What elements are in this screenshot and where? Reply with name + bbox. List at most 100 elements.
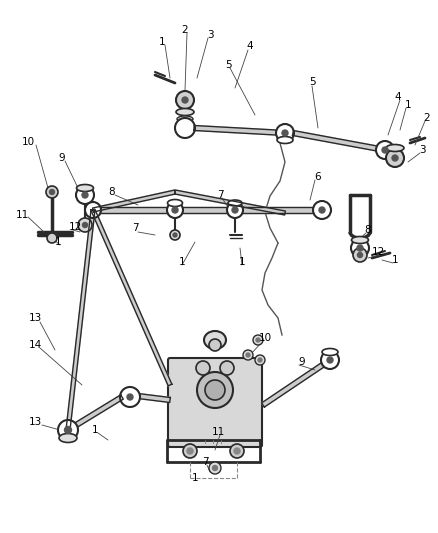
Ellipse shape bbox=[177, 116, 193, 122]
Text: 1: 1 bbox=[92, 425, 98, 435]
Text: 1: 1 bbox=[192, 473, 198, 483]
Text: 7: 7 bbox=[217, 190, 223, 200]
Ellipse shape bbox=[386, 144, 404, 151]
Ellipse shape bbox=[228, 200, 242, 206]
Circle shape bbox=[173, 233, 177, 237]
Text: 1: 1 bbox=[179, 257, 185, 267]
Text: 8: 8 bbox=[365, 225, 371, 235]
Polygon shape bbox=[66, 210, 95, 430]
Circle shape bbox=[58, 420, 78, 440]
Circle shape bbox=[85, 202, 101, 218]
Text: 14: 14 bbox=[28, 340, 42, 350]
Polygon shape bbox=[175, 190, 286, 215]
Text: 9: 9 bbox=[59, 153, 65, 163]
Polygon shape bbox=[130, 392, 170, 402]
Circle shape bbox=[196, 361, 210, 375]
Text: 7: 7 bbox=[201, 457, 208, 467]
Circle shape bbox=[120, 387, 140, 407]
Circle shape bbox=[246, 353, 250, 357]
Circle shape bbox=[167, 202, 183, 218]
Circle shape bbox=[172, 207, 178, 213]
Circle shape bbox=[127, 394, 133, 400]
Circle shape bbox=[64, 426, 71, 433]
Ellipse shape bbox=[352, 237, 368, 244]
Circle shape bbox=[183, 444, 197, 458]
Text: 1: 1 bbox=[239, 257, 245, 267]
Text: 4: 4 bbox=[395, 92, 401, 102]
Ellipse shape bbox=[167, 199, 183, 206]
Circle shape bbox=[256, 338, 260, 342]
Text: 10: 10 bbox=[21, 137, 35, 147]
Polygon shape bbox=[194, 125, 285, 135]
Circle shape bbox=[276, 124, 294, 142]
Circle shape bbox=[392, 155, 398, 161]
Circle shape bbox=[187, 448, 193, 454]
Circle shape bbox=[230, 444, 244, 458]
Circle shape bbox=[176, 91, 194, 109]
Polygon shape bbox=[91, 209, 172, 386]
Text: 11: 11 bbox=[212, 427, 225, 437]
Text: 8: 8 bbox=[109, 187, 115, 197]
Circle shape bbox=[227, 202, 243, 218]
Ellipse shape bbox=[59, 433, 77, 442]
Circle shape bbox=[209, 462, 221, 474]
Circle shape bbox=[49, 190, 54, 195]
Text: 11: 11 bbox=[15, 210, 28, 220]
Text: 1: 1 bbox=[405, 100, 411, 110]
Circle shape bbox=[258, 358, 262, 362]
Ellipse shape bbox=[277, 136, 293, 143]
Ellipse shape bbox=[77, 184, 93, 191]
Text: 1: 1 bbox=[392, 255, 398, 265]
Text: 9: 9 bbox=[299, 357, 305, 367]
Text: 3: 3 bbox=[207, 30, 213, 40]
Circle shape bbox=[327, 357, 333, 363]
Text: 1: 1 bbox=[159, 37, 165, 47]
Text: 1: 1 bbox=[55, 237, 61, 247]
Circle shape bbox=[376, 141, 394, 159]
Circle shape bbox=[121, 388, 139, 406]
Circle shape bbox=[46, 186, 58, 198]
Circle shape bbox=[170, 230, 180, 240]
Polygon shape bbox=[93, 207, 322, 213]
Circle shape bbox=[357, 245, 363, 251]
Circle shape bbox=[353, 248, 367, 262]
Circle shape bbox=[357, 253, 363, 257]
Text: 2: 2 bbox=[182, 25, 188, 35]
Circle shape bbox=[209, 339, 221, 351]
Ellipse shape bbox=[204, 331, 226, 349]
Text: 13: 13 bbox=[28, 313, 42, 323]
Text: 2: 2 bbox=[424, 113, 430, 123]
Circle shape bbox=[182, 97, 188, 103]
Polygon shape bbox=[293, 131, 385, 152]
Circle shape bbox=[232, 207, 238, 213]
FancyBboxPatch shape bbox=[168, 358, 262, 447]
Text: 6: 6 bbox=[314, 172, 321, 182]
Text: 12: 12 bbox=[371, 247, 385, 257]
Circle shape bbox=[197, 372, 233, 408]
Circle shape bbox=[82, 192, 88, 198]
Text: 12: 12 bbox=[68, 222, 81, 232]
Circle shape bbox=[205, 380, 225, 400]
Polygon shape bbox=[67, 395, 124, 432]
Ellipse shape bbox=[322, 349, 338, 356]
Circle shape bbox=[78, 218, 92, 232]
Circle shape bbox=[386, 149, 404, 167]
Text: 10: 10 bbox=[258, 333, 272, 343]
Circle shape bbox=[47, 233, 57, 243]
Circle shape bbox=[82, 222, 88, 228]
Circle shape bbox=[243, 350, 253, 360]
Circle shape bbox=[351, 239, 369, 257]
Polygon shape bbox=[261, 358, 332, 407]
Ellipse shape bbox=[176, 109, 194, 116]
Circle shape bbox=[382, 147, 388, 153]
Circle shape bbox=[282, 130, 288, 136]
Polygon shape bbox=[92, 190, 176, 212]
Circle shape bbox=[319, 207, 325, 213]
Circle shape bbox=[321, 351, 339, 369]
Text: 3: 3 bbox=[419, 145, 425, 155]
Circle shape bbox=[255, 355, 265, 365]
Circle shape bbox=[175, 118, 195, 138]
Circle shape bbox=[212, 465, 218, 471]
Text: 5: 5 bbox=[225, 60, 231, 70]
Circle shape bbox=[234, 448, 240, 454]
